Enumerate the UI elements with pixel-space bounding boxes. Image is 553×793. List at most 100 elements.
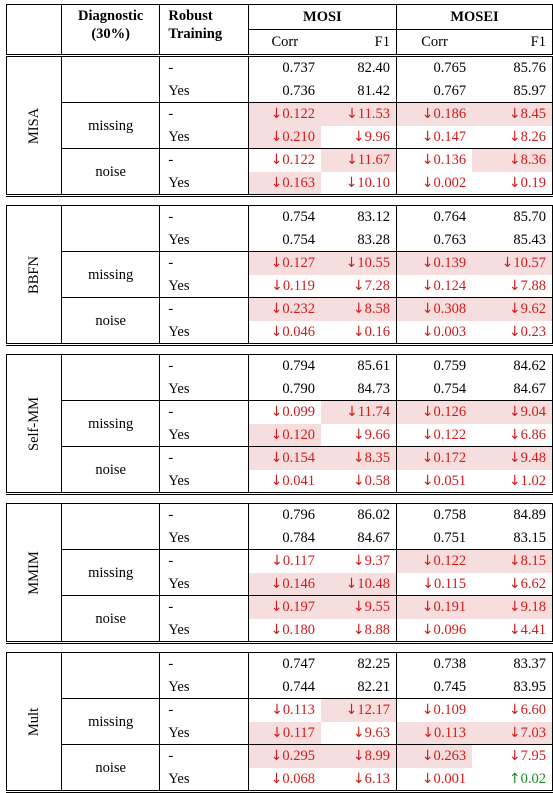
value-text: 85.70 — [513, 209, 546, 226]
value-cell: ↓0.041 — [248, 469, 321, 495]
value-cell: 0.751 — [397, 527, 473, 550]
value-text: 0.19 — [520, 174, 546, 191]
model-name-cell: Self-MM — [6, 354, 62, 495]
value-cell: ↓7.28 — [320, 274, 397, 298]
value-text: 0.068 — [282, 770, 315, 787]
down-arrow-icon: ↓ — [270, 472, 283, 489]
down-arrow-icon: ↓ — [270, 450, 283, 467]
header-diagnostic: Diagnostic (30%) — [61, 4, 161, 57]
value-text: 82.40 — [357, 60, 390, 77]
robust-training-cell: Yes — [159, 320, 249, 346]
value-text: 9.37 — [364, 553, 390, 570]
value-text: 0.136 — [433, 152, 467, 169]
down-arrow-icon: ↓ — [270, 323, 283, 340]
value-text: 0.180 — [282, 621, 315, 638]
header-mosei-f1: F1 — [472, 29, 553, 57]
header-robust-training: Robust Training — [159, 4, 249, 57]
diagnostic-cell: noise — [61, 297, 161, 346]
down-arrow-icon: ↓ — [422, 724, 434, 741]
value-text: 8.26 — [520, 128, 546, 145]
model-gap — [7, 643, 553, 653]
value-cell: ↓0.119 — [248, 275, 321, 298]
model-gap — [7, 494, 553, 504]
value-text: 86.02 — [357, 507, 390, 524]
diagnostic-cell: missing — [61, 102, 161, 149]
value-cell: 0.747 — [248, 652, 321, 676]
value-cell: ↓0.146 — [248, 572, 321, 596]
robust-training-cell: - — [159, 503, 249, 527]
robust-training-cell: Yes — [159, 423, 249, 447]
value-cell: ↓6.86 — [472, 423, 553, 447]
diagnostic-cell — [61, 503, 161, 550]
value-text: 11.67 — [357, 152, 390, 169]
robust-training-cell: - — [159, 55, 249, 80]
value-cell: ↓8.35 — [320, 446, 397, 470]
down-arrow-icon: ↓ — [270, 301, 283, 318]
value-cell: 85.97 — [472, 79, 553, 103]
diagnostic-cell: missing — [61, 251, 161, 298]
value-text: 0.001 — [433, 770, 467, 787]
value-text: 9.55 — [364, 599, 390, 616]
header-corner — [6, 4, 62, 57]
down-arrow-icon: ↓ — [270, 404, 283, 421]
value-text: 0.146 — [282, 575, 315, 592]
value-text: 84.67 — [513, 380, 546, 397]
robust-training-cell: Yes — [159, 469, 249, 495]
value-text: 0.796 — [282, 507, 315, 524]
robust-training-cell: Yes — [159, 618, 249, 644]
value-text: 0.127 — [282, 255, 315, 272]
value-cell: 83.28 — [320, 228, 397, 252]
value-text: 8.35 — [364, 450, 390, 467]
table-row: Yes ↓0.146 ↓10.48 ↓0.115 ↓6.62 — [7, 572, 553, 596]
down-arrow-icon: ↓ — [270, 255, 283, 272]
value-text: 0.113 — [282, 702, 315, 719]
robust-training-cell: - — [159, 205, 249, 229]
value-cell: ↓4.41 — [472, 618, 553, 644]
value-cell: ↓8.58 — [320, 297, 397, 321]
table-row: Yes 0.784 84.67 0.751 83.15 — [7, 526, 553, 550]
value-cell: ↓0.126 — [396, 400, 473, 424]
value-cell: 0.754 — [248, 229, 321, 252]
value-cell: 0.796 — [248, 503, 321, 527]
down-arrow-icon: ↓ — [421, 450, 434, 467]
value-text: 0.122 — [433, 553, 467, 570]
table-row: Yes ↓0.180 ↓8.88 ↓0.096 ↓4.41 — [7, 618, 553, 644]
down-arrow-icon: ↓ — [508, 702, 521, 719]
table-row: noise - ↓0.232 ↓8.58 ↓0.308 ↓9.62 — [7, 297, 553, 346]
value-text: 0.736 — [282, 82, 315, 99]
value-cell: ↓0.147 — [397, 126, 473, 149]
value-cell: ↓9.96 — [320, 125, 397, 149]
table-row: Yes ↓0.041 ↓0.58 ↓0.051 ↓1.02 — [7, 469, 553, 495]
down-arrow-icon: ↓ — [352, 599, 365, 616]
value-text: 0.115 — [433, 575, 467, 592]
value-text: 0.744 — [282, 678, 315, 695]
value-cell: ↓0.263 — [396, 744, 473, 768]
header-mosei-corr: Corr — [396, 29, 473, 57]
table-row: Yes 0.790 84.73 0.754 84.67 — [7, 377, 553, 401]
value-text: 0.122 — [282, 106, 315, 123]
robust-training-cell: - — [159, 595, 249, 619]
value-cell: 0.784 — [248, 527, 321, 550]
table-row: missing - ↓0.127 ↓10.55 ↓0.139 ↓10.57 — [7, 251, 553, 298]
value-cell: 83.15 — [472, 526, 553, 550]
value-text: 0.754 — [433, 380, 467, 397]
value-text: 0.124 — [433, 277, 467, 294]
down-arrow-icon: ↓ — [421, 152, 434, 169]
value-text: 0.041 — [282, 472, 315, 489]
value-text: 0.758 — [433, 507, 467, 524]
robust-training-cell: - — [159, 297, 249, 321]
value-text: 0.191 — [433, 599, 467, 616]
value-cell: ↓6.60 — [472, 698, 553, 722]
value-cell: ↓0.191 — [396, 595, 473, 619]
down-arrow-icon: ↓ — [270, 106, 283, 123]
down-arrow-icon: ↓ — [270, 770, 283, 787]
diagnostic-cell: noise — [61, 744, 161, 793]
table-row: Mult - 0.747 82.25 0.738 83.37 — [6, 652, 553, 793]
down-arrow-icon: ↓ — [352, 426, 365, 443]
down-arrow-icon: ↓ — [352, 748, 365, 765]
model-name: Self-MM — [25, 396, 42, 451]
value-cell: ↓9.37 — [320, 549, 397, 573]
value-text: 6.13 — [364, 770, 390, 787]
value-text: 0.767 — [433, 82, 467, 99]
value-text: 0.117 — [282, 724, 315, 741]
